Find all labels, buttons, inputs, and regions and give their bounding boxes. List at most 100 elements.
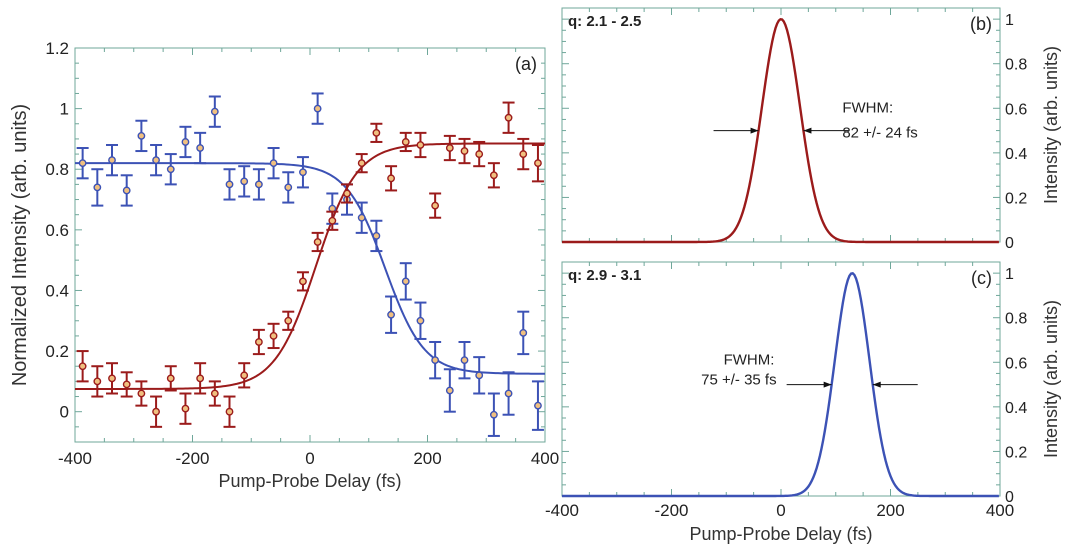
panel-a-fit-line-0 bbox=[75, 162, 545, 375]
panel-b-y-tick-label: 1 bbox=[1005, 12, 1014, 29]
panel-b-fwhm-label: FWHM: bbox=[842, 100, 893, 117]
data-point-series-1 bbox=[299, 277, 307, 286]
data-point-series-1 bbox=[372, 128, 381, 137]
panel-a-x-tick-label: -400 bbox=[58, 449, 92, 468]
panel-a-fit-line-1 bbox=[75, 142, 545, 390]
data-point-series-0 bbox=[152, 156, 160, 165]
panel-c-y-tick-label: 1 bbox=[1005, 266, 1014, 283]
panel-b-y-tick-label: 0.2 bbox=[1005, 190, 1027, 207]
data-point-series-1 bbox=[416, 141, 425, 149]
data-point-series-1 bbox=[93, 377, 102, 386]
data-point-series-1 bbox=[504, 113, 513, 122]
data-point-series-1 bbox=[225, 407, 234, 416]
panel-a-y-tick-label: 0.2 bbox=[45, 342, 69, 361]
data-point-series-1 bbox=[181, 404, 190, 413]
data-point-series-1 bbox=[78, 362, 87, 371]
panel-c-panel: 0 0.2 0.4 0.6 0.8 1 Intensity (arb. units) (c) q… bbox=[545, 261, 1061, 544]
panel-a-frame bbox=[74, 47, 546, 443]
data-point-series-0 bbox=[445, 386, 454, 395]
data-point-series-0 bbox=[78, 159, 87, 168]
panel-b-panel: 0 0.2 0.4 0.6 0.8 1 Intensity (arb. units) (b) q… bbox=[561, 7, 1061, 252]
data-point-series-1 bbox=[519, 150, 528, 158]
data-point-series-0 bbox=[475, 371, 484, 380]
panel-c-x-tick-label: -200 bbox=[654, 501, 688, 520]
data-point-series-0 bbox=[401, 277, 410, 286]
panel-a-y-tick-label: 1.2 bbox=[45, 39, 69, 58]
data-point-series-0 bbox=[254, 180, 263, 189]
panel-b-fwhm-arrowhead bbox=[750, 127, 759, 134]
data-point-series-0 bbox=[225, 180, 234, 189]
data-point-series-0 bbox=[357, 213, 366, 222]
data-point-series-1 bbox=[166, 374, 175, 383]
data-point-series-0 bbox=[534, 401, 542, 410]
panel-c-x-axis-label: Pump-Probe Delay (fs) bbox=[689, 524, 872, 544]
data-point-series-1 bbox=[534, 159, 542, 168]
data-point-series-0 bbox=[181, 138, 190, 146]
data-point-series-1 bbox=[240, 371, 249, 380]
data-point-series-1 bbox=[401, 138, 410, 146]
panel-b-gaussian-line bbox=[562, 17, 999, 244]
panel-a-x-tick-label: 200 bbox=[413, 449, 441, 468]
panel-a-x-tick-label: 0 bbox=[305, 449, 314, 468]
panel-b-frame bbox=[561, 7, 1001, 243]
panel-b-y-tick-label: 0.8 bbox=[1005, 57, 1027, 74]
panel-b-y-axis-label: Intensity (arb. units) bbox=[1041, 46, 1061, 204]
panel-c-y-tick-label: 0.2 bbox=[1005, 444, 1027, 461]
data-point-series-0 bbox=[504, 389, 513, 398]
data-point-series-0 bbox=[519, 328, 528, 337]
panel-c-fwhm-arrowhead bbox=[823, 381, 832, 388]
data-point-series-1 bbox=[210, 389, 219, 398]
data-point-series-0 bbox=[284, 183, 293, 192]
panel-c-x-tick-label: -400 bbox=[545, 501, 579, 520]
panel-b-tag: (b) bbox=[970, 14, 992, 34]
data-point-series-0 bbox=[416, 316, 425, 325]
panel-b-y-tick-label: 0.6 bbox=[1005, 101, 1027, 118]
panel-c-fwhm-arrowhead bbox=[872, 381, 881, 388]
data-point-series-1 bbox=[108, 374, 116, 383]
panel-b-y-tick-label: 0.4 bbox=[1005, 146, 1027, 163]
panel-b-fwhm-arrowhead bbox=[803, 127, 812, 134]
panel-c-y-axis-label: Intensity (arb. units) bbox=[1041, 300, 1061, 458]
data-point-series-0 bbox=[93, 183, 102, 192]
panel-a-tag: (a) bbox=[515, 54, 537, 74]
data-point-series-0 bbox=[269, 159, 278, 168]
data-point-series-1 bbox=[196, 374, 205, 383]
data-point-series-0 bbox=[460, 356, 469, 365]
data-point-series-1 bbox=[460, 147, 469, 155]
data-point-series-1 bbox=[328, 216, 337, 225]
panel-c-y-tick-label: 0 bbox=[1005, 489, 1014, 506]
data-point-series-1 bbox=[387, 174, 395, 183]
data-point-series-0 bbox=[137, 131, 146, 140]
data-point-series-1 bbox=[269, 332, 278, 340]
data-point-series-0 bbox=[489, 410, 498, 419]
data-point-series-0 bbox=[108, 156, 116, 165]
panel-c-gaussian-line bbox=[562, 271, 999, 498]
data-point-series-1 bbox=[445, 144, 454, 152]
data-point-series-0 bbox=[122, 186, 131, 195]
panel-c-y-tick-label: 0.6 bbox=[1005, 355, 1027, 372]
data-point-series-0 bbox=[313, 104, 322, 113]
panel-c-frame bbox=[561, 261, 1001, 497]
panel-a-x-tick-label: 400 bbox=[531, 449, 559, 468]
data-point-series-1 bbox=[431, 201, 440, 210]
data-point-series-0 bbox=[431, 356, 440, 365]
data-point-series-0 bbox=[240, 177, 249, 186]
panel-a-panel: -400 -200 0 200 400 0 0.2 0.4 0.6 0.8 1 1.2 Pump-Pro… bbox=[9, 39, 559, 491]
panel-a-y-tick-label: 0.8 bbox=[45, 160, 69, 179]
panel-a-y-axis-label: Normalized Intensity (arb. units) bbox=[9, 104, 31, 386]
panel-a-y-tick-label: 0.4 bbox=[45, 281, 69, 300]
panel-b-y-tick-label: 0 bbox=[1005, 235, 1014, 252]
panel-b-q-label: q: 2.1 - 2.5 bbox=[568, 13, 641, 30]
data-point-series-0 bbox=[210, 107, 219, 116]
data-point-series-1 bbox=[357, 159, 366, 168]
panel-a-y-tick-label: 1 bbox=[60, 100, 69, 119]
data-point-series-0 bbox=[387, 310, 395, 319]
data-point-series-0 bbox=[196, 144, 205, 152]
panel-a-x-axis-label: Pump-Probe Delay (fs) bbox=[218, 471, 401, 491]
panel-a-y-tick-label: 0.6 bbox=[45, 221, 69, 240]
data-point-series-0 bbox=[166, 165, 175, 174]
panel-c-y-tick-label: 0.4 bbox=[1005, 400, 1027, 417]
panel-c-x-tick-label: 0 bbox=[776, 501, 785, 520]
panel-c-fwhm-value: 75 +/- 35 fs bbox=[701, 372, 776, 389]
